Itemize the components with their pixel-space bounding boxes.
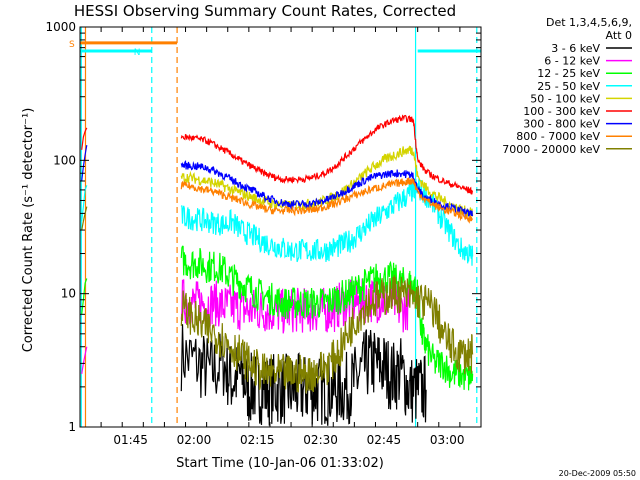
y-tick-label: 10 bbox=[61, 287, 76, 301]
series-line-l bbox=[180, 275, 474, 394]
chart-title: HESSI Observing Summary Count Rates, Cor… bbox=[74, 2, 456, 20]
y-axis-label: Corrected Count Rate (s⁻¹ detector⁻¹) bbox=[21, 108, 36, 353]
legend-label-b: 300 - 800 keV bbox=[523, 118, 600, 131]
y-tick-label: 100 bbox=[53, 153, 76, 167]
x-tick-label: 01:45 bbox=[113, 433, 148, 447]
y-tick-label: 1 bbox=[68, 420, 76, 434]
series-line-r bbox=[180, 114, 474, 195]
x-tick-label: 03:00 bbox=[430, 433, 465, 447]
legend-label-m: 6 - 12 keV bbox=[544, 55, 600, 68]
markers-layer bbox=[80, 27, 478, 427]
legend-label-y: 50 - 100 keV bbox=[530, 92, 600, 105]
y-tick-label: 1000 bbox=[45, 20, 76, 34]
flag-label-N: N bbox=[134, 48, 141, 58]
flags-layer: SN bbox=[69, 40, 481, 58]
series-line-o bbox=[180, 177, 473, 224]
series-line-b bbox=[180, 160, 474, 218]
axes-layer: 1 10 100 1000 01:45 02:00 02:15 02:30 02:45 03:00 bbox=[45, 20, 482, 447]
legend-header-line-2: Att 0 bbox=[606, 29, 632, 42]
x-tick-label: 02:45 bbox=[367, 433, 402, 447]
series-line-g bbox=[180, 245, 474, 391]
x-tick-label: 02:00 bbox=[177, 433, 212, 447]
series-pre-gap-r bbox=[81, 127, 88, 150]
legend-label-c: 25 - 50 keV bbox=[537, 80, 600, 93]
x-tick-label: 02:15 bbox=[240, 433, 275, 447]
plot-frame bbox=[79, 26, 482, 428]
legend-label-o: 800 - 7000 keV bbox=[516, 130, 600, 143]
footer-date: 20-Dec-2009 05:50 bbox=[559, 469, 636, 478]
x-tick-label: 02:30 bbox=[303, 433, 338, 447]
series-line-y bbox=[180, 145, 474, 218]
legend-label-g: 12 - 25 keV bbox=[537, 67, 600, 80]
flag-label-S: S bbox=[69, 40, 75, 50]
series-pre-gap-l bbox=[81, 206, 88, 231]
legend-header-line-1: Det 1,3,4,5,6,9, bbox=[546, 16, 632, 29]
legend-label-k: 3 - 6 keV bbox=[551, 42, 600, 55]
series-pre-gap-m bbox=[81, 346, 88, 374]
series-layer bbox=[81, 114, 474, 426]
legend-label-r: 100 - 300 keV bbox=[523, 105, 600, 118]
legend-label-l: 7000 - 20000 keV bbox=[502, 143, 600, 156]
x-axis-label: Start Time (10-Jan-06 01:33:02) bbox=[176, 456, 384, 471]
